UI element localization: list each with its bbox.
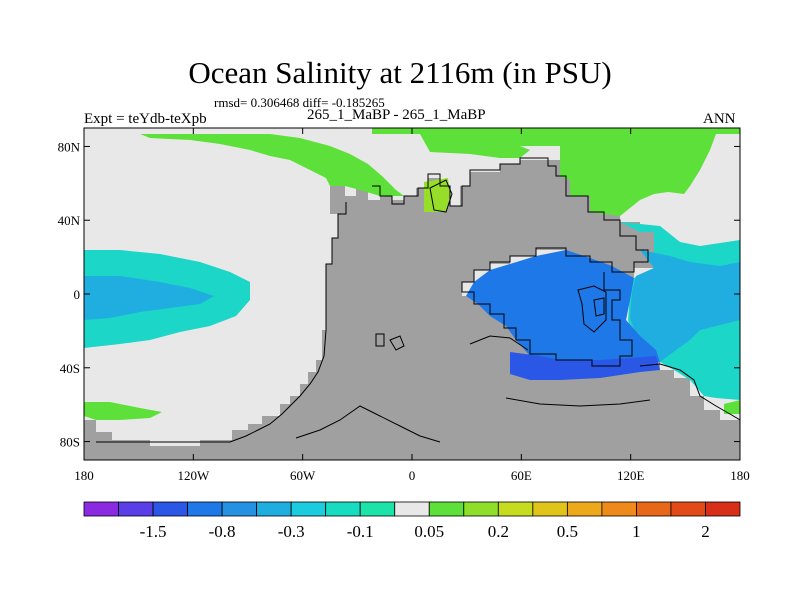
colorbar: -1.5 -0.8 -0.3 -0.1 0.05 0.2 0.5 1 2 [83,501,741,541]
x-tick-label: 120W [177,468,210,483]
colorbar-label: 2 [701,522,710,541]
colorbar-label: 1 [632,522,641,541]
colorbar-label: -0.8 [209,522,236,541]
colorbar-label: -0.1 [347,522,374,541]
period-label: 265_1_MaBP - 265_1_MaBP [307,107,486,123]
colorbar-swatch [359,501,396,517]
colorbar-swatch [532,501,568,517]
colorbar-label: 0.2 [488,522,509,541]
west-strong-negative-region [84,276,214,320]
stats-label: rmsd= 0.306468 diff= -0.185265 [214,95,385,110]
colorbar-swatch [705,501,741,517]
experiment-label: Expt = teYdb-teXpb [84,111,207,127]
north-positive-region [372,128,740,216]
colorbar-swatch [83,501,119,517]
dateline-positive-region [724,400,740,414]
x-tick-label: 60W [290,468,316,483]
colorbar-swatch [566,501,603,517]
x-tick-label: 120E [617,468,645,483]
colorbar-swatch [325,501,361,517]
land-mask [84,160,740,460]
colorbar-swatch [152,501,188,517]
colorbar-swatch [290,501,327,517]
colorbar-swatch [256,501,292,517]
colorbar-swatch [497,501,534,517]
y-tick-label: 40S [60,361,80,376]
colorbar-swatch [601,501,637,517]
axis-layer: 180 120W 60W 0 60E 120E 180 80N 40N 0 40S 80S [58,128,750,483]
colorbar-swatch [636,501,672,517]
colorbar-swatch [463,501,499,517]
colorbar-label: -0.3 [278,522,305,541]
coastlines [96,157,740,443]
chart-title: Ocean Salinity at 2116m (in PSU) [188,55,612,90]
y-tick-label: 0 [74,287,81,302]
x-tick-label: 60E [511,468,532,483]
colorbar-swatch [118,501,154,517]
east-strong-negative-region [630,250,740,362]
map-plot-area [84,128,740,460]
y-tick-label: 40N [58,213,81,228]
colorbar-swatch [187,501,223,517]
arctic-positive-region [140,134,404,196]
colorbar-swatch [670,501,706,517]
colorbar-swatch [428,501,465,517]
colorbar-swatch [394,501,430,517]
colorbar-label: 0.5 [557,522,578,541]
colorbar-label: 0.05 [414,522,444,541]
x-tick-label: 0 [409,468,416,483]
south-pacific-positive-region [84,402,162,420]
colorbar-label: -1.5 [140,522,167,541]
season-label: ANN [703,111,736,127]
y-tick-label: 80S [60,435,80,450]
y-tick-label: 80N [58,139,81,154]
x-tick-label: 180 [730,468,750,483]
colorbar-swatch [221,501,258,517]
southern-deep-negative-region [510,352,660,380]
indian-negative-region [466,250,660,366]
x-tick-label: 180 [74,468,94,483]
